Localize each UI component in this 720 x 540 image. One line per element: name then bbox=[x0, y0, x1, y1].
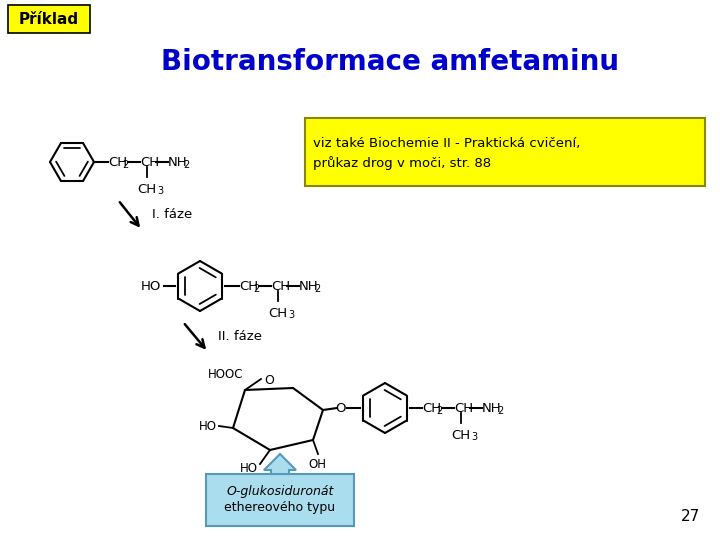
Bar bbox=[206, 474, 354, 526]
Text: NH: NH bbox=[482, 402, 502, 415]
Text: 2: 2 bbox=[436, 406, 442, 416]
Text: 3: 3 bbox=[157, 186, 163, 196]
Text: 2: 2 bbox=[314, 284, 320, 294]
Text: O: O bbox=[336, 402, 346, 415]
Text: HOOC: HOOC bbox=[207, 368, 243, 381]
Text: 2: 2 bbox=[122, 160, 128, 170]
Text: CH: CH bbox=[138, 183, 156, 196]
Text: 3: 3 bbox=[471, 432, 477, 442]
Text: Příklad: Příklad bbox=[19, 12, 79, 28]
Polygon shape bbox=[264, 454, 296, 474]
Text: Biotransformace amfetaminu: Biotransformace amfetaminu bbox=[161, 48, 619, 76]
Text: O: O bbox=[264, 375, 274, 388]
Text: HO: HO bbox=[199, 420, 217, 433]
Text: HO: HO bbox=[140, 280, 161, 293]
Text: CH: CH bbox=[271, 280, 290, 293]
Text: CH: CH bbox=[451, 429, 471, 442]
Text: CH: CH bbox=[422, 402, 441, 415]
Text: 2: 2 bbox=[253, 284, 259, 294]
Text: CH: CH bbox=[140, 156, 159, 168]
Text: O-glukosiduronát: O-glukosiduronát bbox=[226, 484, 333, 497]
Text: 3: 3 bbox=[288, 310, 294, 320]
Text: průkaz drog v moči, str. 88: průkaz drog v moči, str. 88 bbox=[313, 156, 491, 170]
Text: CH: CH bbox=[239, 280, 258, 293]
Text: CH: CH bbox=[269, 307, 287, 320]
Text: NH: NH bbox=[168, 156, 188, 168]
Text: I. fáze: I. fáze bbox=[152, 207, 192, 220]
Text: NH: NH bbox=[299, 280, 319, 293]
Text: 2: 2 bbox=[497, 406, 503, 416]
Text: OH: OH bbox=[308, 458, 326, 471]
Text: HO: HO bbox=[240, 462, 258, 475]
Text: II. fáze: II. fáze bbox=[218, 330, 262, 343]
Text: CH: CH bbox=[108, 156, 127, 168]
Text: CH: CH bbox=[454, 402, 473, 415]
Text: 27: 27 bbox=[680, 509, 700, 524]
Text: ethereového typu: ethereového typu bbox=[225, 502, 336, 515]
Text: 2: 2 bbox=[183, 160, 189, 170]
Bar bbox=[305, 118, 705, 186]
Text: viz také Biochemie II - Praktická cvičení,: viz také Biochemie II - Praktická cvičen… bbox=[313, 137, 580, 150]
Bar bbox=[8, 5, 90, 33]
